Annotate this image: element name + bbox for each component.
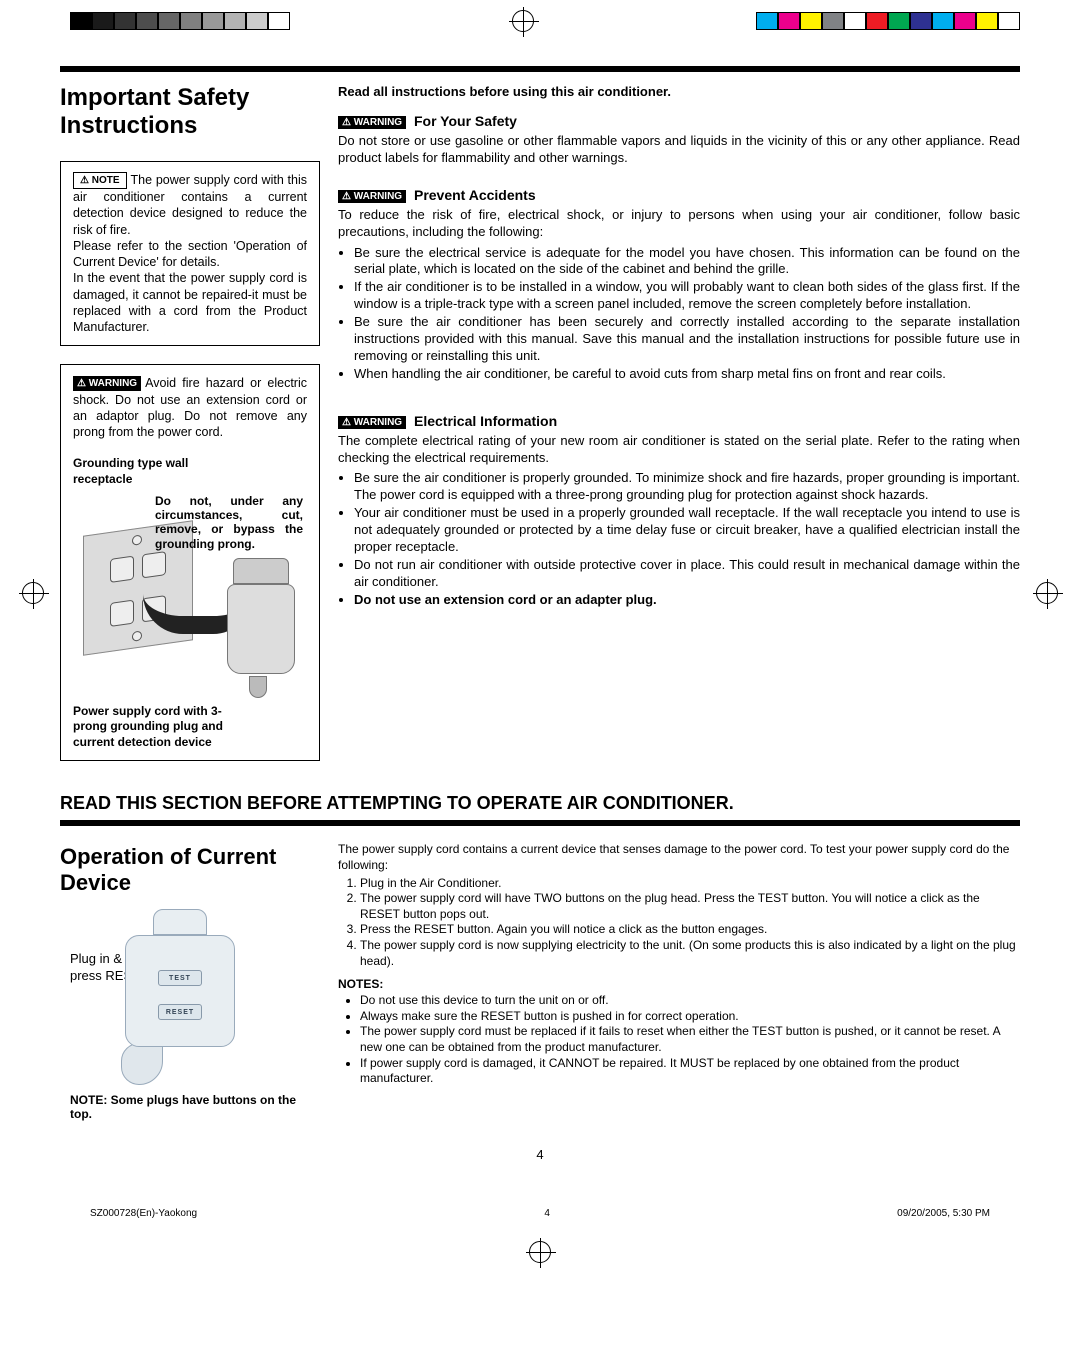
list-item: When handling the air conditioner, be ca… bbox=[354, 366, 1020, 383]
operation-title: Operation of Current Device bbox=[60, 844, 320, 895]
sec2-intro: To reduce the risk of fire, electrical s… bbox=[338, 207, 1020, 241]
calibration-bar bbox=[0, 0, 1080, 42]
test-button: TEST bbox=[158, 970, 202, 986]
sec2-head-text: Prevent Accidents bbox=[414, 187, 536, 203]
registration-mark-top bbox=[512, 10, 534, 32]
sec-electrical-info: WARNING Electrical Information bbox=[338, 413, 1020, 429]
list-item: Do not run air conditioner with outside … bbox=[354, 557, 1020, 591]
warning-badge: WARNING bbox=[338, 416, 406, 429]
safety-title: Important Safety Instructions bbox=[60, 84, 320, 139]
list-item: Be sure the electrical service is adequa… bbox=[354, 245, 1020, 279]
list-item: Your air conditioner must be used in a p… bbox=[354, 505, 1020, 556]
note-body: The power supply cord with this air cond… bbox=[73, 173, 307, 334]
notes-head: NOTES: bbox=[338, 977, 1020, 991]
fig1-caption: Power supply cord with 3-prong grounding… bbox=[73, 704, 233, 751]
list-item: Be sure the air conditioner has been sec… bbox=[354, 314, 1020, 365]
rule-mid bbox=[60, 820, 1020, 826]
color-swatches bbox=[756, 12, 1020, 30]
footer-center: 4 bbox=[544, 1208, 550, 1219]
operation-notes: Do not use this device to turn the unit … bbox=[360, 993, 1020, 1087]
footer-right: 09/20/2005, 5:30 PM bbox=[897, 1208, 990, 1219]
list-item: Do not use this device to turn the unit … bbox=[360, 993, 1020, 1009]
sec1-body: Do not store or use gasoline or other fl… bbox=[338, 133, 1020, 167]
note-box: NOTEThe power supply cord with this air … bbox=[60, 161, 320, 346]
operation-intro: The power supply cord contains a current… bbox=[338, 842, 1020, 873]
list-item: The power supply cord will have TWO butt… bbox=[360, 891, 1020, 922]
note-badge: NOTE bbox=[73, 172, 127, 189]
list-item: Press the RESET button. Again you will n… bbox=[360, 922, 1020, 938]
fig2-illustration: Plug in & press RESET TEST RESET NOTE: S… bbox=[60, 909, 300, 1121]
list-item: If the air conditioner is to be installe… bbox=[354, 279, 1020, 313]
list-item: The power supply cord is now supplying e… bbox=[360, 938, 1020, 969]
list-item: Be sure the air conditioner is properly … bbox=[354, 470, 1020, 504]
fig1-callout: Do not, under any circumstances, cut, re… bbox=[155, 494, 303, 552]
list-item: The power supply cord must be replaced i… bbox=[360, 1024, 1020, 1055]
grayscale-swatches bbox=[70, 12, 290, 30]
warning-badge: WARNING bbox=[73, 376, 141, 391]
operate-banner: READ THIS SECTION BEFORE ATTEMPTING TO O… bbox=[60, 793, 1020, 814]
registration-mark-bottom bbox=[529, 1241, 551, 1263]
footer-left: SZ000728(En)-Yaokong bbox=[90, 1208, 197, 1219]
list-item: If power supply cord is damaged, it CANN… bbox=[360, 1056, 1020, 1087]
reset-button: RESET bbox=[158, 1004, 202, 1020]
intro-line: Read all instructions before using this … bbox=[338, 84, 1020, 99]
warning-badge: WARNING bbox=[338, 190, 406, 203]
sec3-intro: The complete electrical rating of your n… bbox=[338, 433, 1020, 467]
fig2-note: NOTE: Some plugs have buttons on the top… bbox=[60, 1093, 300, 1121]
fig1-title: Grounding type wall receptacle bbox=[73, 456, 213, 487]
print-footer: SZ000728(En)-Yaokong 4 09/20/2005, 5:30 … bbox=[0, 1192, 1080, 1237]
list-item-bold: Do not use an extension cord or an adapt… bbox=[354, 592, 1020, 609]
rule-top bbox=[60, 66, 1020, 72]
page-content: Important Safety Instructions NOTEThe po… bbox=[0, 42, 1080, 1192]
sec2-list: Be sure the electrical service is adequa… bbox=[354, 245, 1020, 383]
page-number: 4 bbox=[60, 1147, 1020, 1162]
list-item: Always make sure the RESET button is pus… bbox=[360, 1009, 1020, 1025]
sec-prevent-accidents: WARNING Prevent Accidents bbox=[338, 187, 1020, 203]
list-item: Plug in the Air Conditioner. bbox=[360, 876, 1020, 892]
sidebar-warning-box: WARNINGAvoid fire hazard or electric sho… bbox=[60, 364, 320, 761]
sec-for-your-safety: WARNING For Your Safety bbox=[338, 113, 1020, 129]
operation-steps: Plug in the Air Conditioner.The power su… bbox=[360, 876, 1020, 970]
sec3-list: Be sure the air conditioner is properly … bbox=[354, 470, 1020, 608]
warning-badge: WARNING bbox=[338, 116, 406, 129]
sec1-head-text: For Your Safety bbox=[414, 113, 517, 129]
fig1-illustration: Do not, under any circumstances, cut, re… bbox=[73, 494, 307, 694]
sec3-head-text: Electrical Information bbox=[414, 413, 557, 429]
